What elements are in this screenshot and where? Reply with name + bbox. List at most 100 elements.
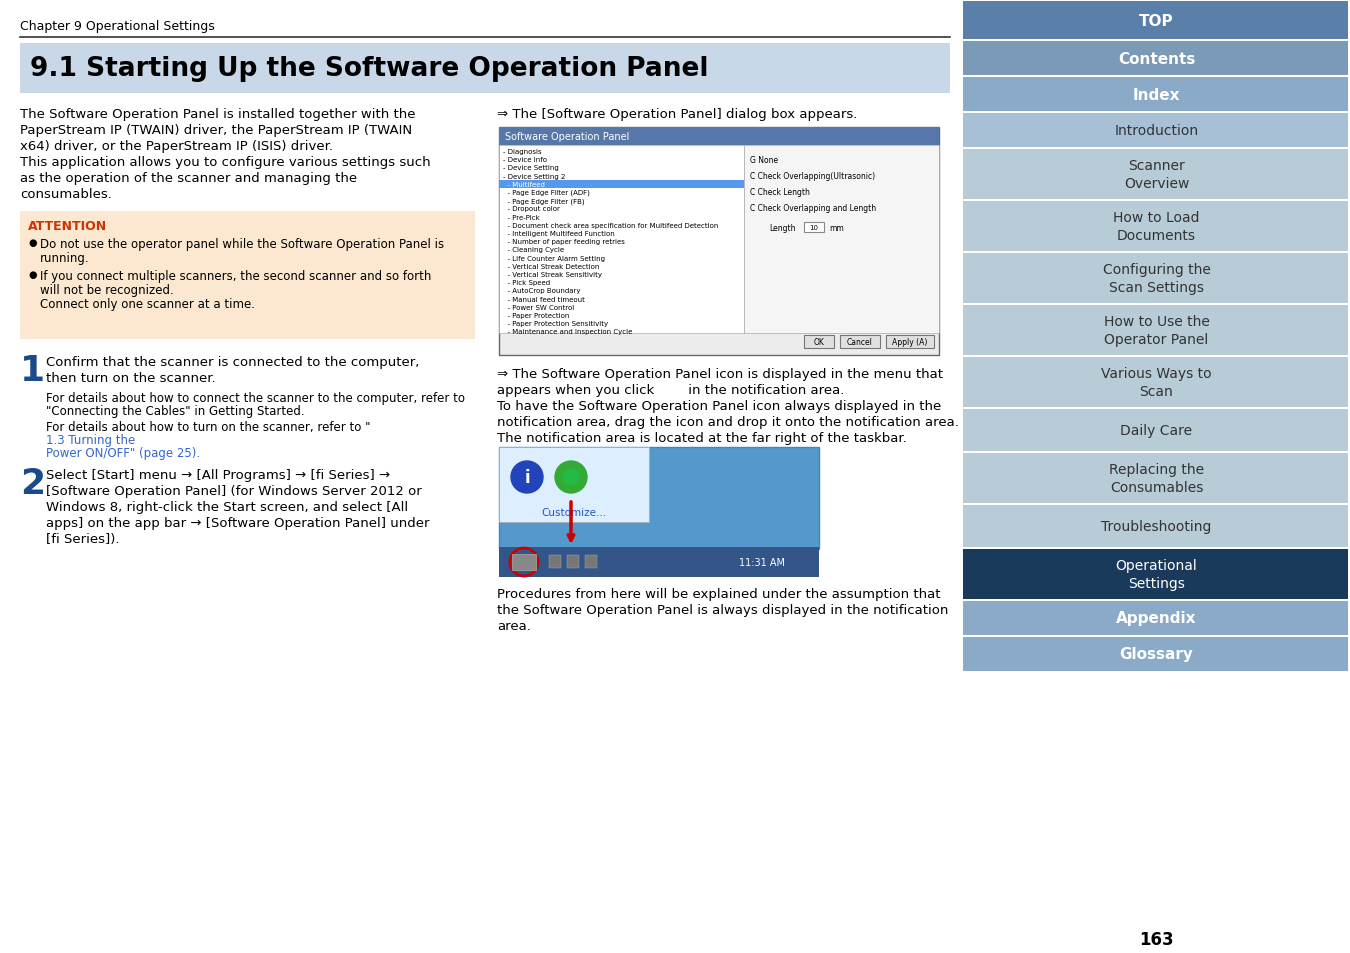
Text: ●: ● xyxy=(28,270,36,280)
Text: [fi Series]).: [fi Series]). xyxy=(46,533,120,545)
Text: - Dropout color: - Dropout color xyxy=(504,206,560,213)
Text: - Pre-Pick: - Pre-Pick xyxy=(504,214,540,220)
Bar xyxy=(963,601,1349,636)
Text: Power ON/OFF" (page 25).: Power ON/OFF" (page 25). xyxy=(46,447,200,459)
Text: - Intelligent Multifeed Function: - Intelligent Multifeed Function xyxy=(504,231,614,236)
Bar xyxy=(963,113,1349,148)
Text: Windows 8, right-click the Start screen, and select [All: Windows 8, right-click the Start screen,… xyxy=(46,500,408,514)
Text: To have the Software Operation Panel icon always displayed in the: To have the Software Operation Panel ico… xyxy=(497,399,941,413)
Bar xyxy=(963,454,1349,503)
Bar xyxy=(500,547,819,578)
Text: How to Load
Documents: How to Load Documents xyxy=(1114,212,1200,242)
Text: - Document check area specification for Multifeed Detection: - Document check area specification for … xyxy=(504,223,718,229)
Text: C Check Overlapping(Ultrasonic): C Check Overlapping(Ultrasonic) xyxy=(751,172,875,181)
Text: Apply (A): Apply (A) xyxy=(892,337,927,347)
Text: - Cleaning Cycle: - Cleaning Cycle xyxy=(504,247,564,253)
Circle shape xyxy=(563,470,579,485)
Text: 9.1 Starting Up the Software Operation Panel: 9.1 Starting Up the Software Operation P… xyxy=(30,56,709,82)
Text: 2: 2 xyxy=(20,467,45,500)
Text: will not be recognized.: will not be recognized. xyxy=(40,284,174,296)
Text: notification area, drag the icon and drop it onto the notification area.: notification area, drag the icon and dro… xyxy=(497,416,958,429)
Text: Connect only one scanner at a time.: Connect only one scanner at a time. xyxy=(40,297,255,311)
Text: 10: 10 xyxy=(810,225,818,231)
Text: If you connect multiple scanners, the second scanner and so forth: If you connect multiple scanners, the se… xyxy=(40,270,432,283)
Text: - Paper Protection Sensitivity: - Paper Protection Sensitivity xyxy=(504,321,608,327)
Text: as the operation of the scanner and managing the: as the operation of the scanner and mana… xyxy=(20,172,358,185)
Text: - Multifeed: - Multifeed xyxy=(504,182,545,188)
Text: - Vertical Streak Detection: - Vertical Streak Detection xyxy=(504,264,599,270)
Text: Select [Start] menu → [All Programs] → [fi Series] →: Select [Start] menu → [All Programs] → [… xyxy=(46,469,390,481)
Text: x64) driver, or the PaperStream IP (ISIS) driver.: x64) driver, or the PaperStream IP (ISIS… xyxy=(20,140,333,152)
Text: - Manual feed timeout: - Manual feed timeout xyxy=(504,296,585,302)
Text: The notification area is located at the far right of the taskbar.: The notification area is located at the … xyxy=(497,432,907,444)
Text: PaperStream IP (TWAIN) driver, the PaperStream IP (TWAIN: PaperStream IP (TWAIN) driver, the Paper… xyxy=(20,124,412,137)
Text: - Paper Protection: - Paper Protection xyxy=(504,313,570,318)
Text: Scanner
Overview: Scanner Overview xyxy=(1123,159,1189,191)
Bar xyxy=(500,128,940,355)
Text: [Software Operation Panel] (for Windows Server 2012 or: [Software Operation Panel] (for Windows … xyxy=(46,484,421,497)
Text: For details about how to turn on the scanner, refer to ": For details about how to turn on the sca… xyxy=(46,420,370,434)
Text: - Pick Speed: - Pick Speed xyxy=(504,280,551,286)
Text: ATTENTION: ATTENTION xyxy=(28,220,107,233)
Bar xyxy=(500,448,819,550)
Bar xyxy=(963,550,1349,599)
Text: For details about how to connect the scanner to the computer, refer to: For details about how to connect the sca… xyxy=(46,392,464,405)
Bar xyxy=(567,556,579,568)
Bar xyxy=(963,638,1349,671)
Text: - Vertical Streak Sensitivity: - Vertical Streak Sensitivity xyxy=(504,272,602,277)
Bar xyxy=(500,146,744,334)
Text: C Check Overlapping and Length: C Check Overlapping and Length xyxy=(751,204,876,213)
Circle shape xyxy=(512,461,543,494)
Text: G None: G None xyxy=(751,156,778,165)
Text: Glossary: Glossary xyxy=(1119,647,1193,661)
Text: mm: mm xyxy=(829,224,844,233)
Text: - Page Edge Filter (ADF): - Page Edge Filter (ADF) xyxy=(504,190,590,196)
Bar xyxy=(963,150,1349,200)
Text: Do not use the operator panel while the Software Operation Panel is: Do not use the operator panel while the … xyxy=(40,237,444,251)
Text: Operational
Settings: Operational Settings xyxy=(1115,558,1197,590)
Text: consumables.: consumables. xyxy=(20,188,112,201)
Text: appears when you click        in the notification area.: appears when you click in the notificati… xyxy=(497,384,844,396)
Bar xyxy=(963,202,1349,252)
Circle shape xyxy=(555,461,587,494)
Text: ⇒ The [Software Operation Panel] dialog box appears.: ⇒ The [Software Operation Panel] dialog … xyxy=(497,108,857,121)
Text: Introduction: Introduction xyxy=(1115,124,1199,138)
Text: Configuring the
Scan Settings: Configuring the Scan Settings xyxy=(1103,263,1211,294)
Bar xyxy=(963,410,1349,452)
Text: Replacing the
Consumables: Replacing the Consumables xyxy=(1108,463,1204,495)
Bar xyxy=(963,505,1349,547)
Bar xyxy=(840,335,880,349)
Text: Procedures from here will be explained under the assumption that: Procedures from here will be explained u… xyxy=(497,587,941,600)
Bar xyxy=(744,146,940,334)
Text: i: i xyxy=(524,469,529,486)
Text: - Device Info: - Device Info xyxy=(504,157,547,163)
Bar xyxy=(963,253,1349,304)
Text: C Check Length: C Check Length xyxy=(751,188,810,196)
Text: - Life Counter Alarm Setting: - Life Counter Alarm Setting xyxy=(504,255,605,261)
Bar xyxy=(500,181,744,189)
Bar xyxy=(963,78,1349,112)
Text: 11:31 AM: 11:31 AM xyxy=(738,558,784,567)
Text: 1.3 Turning the: 1.3 Turning the xyxy=(46,434,135,447)
Bar xyxy=(963,42,1349,76)
Bar xyxy=(512,555,536,571)
Text: How to Use the
Operator Panel: How to Use the Operator Panel xyxy=(1103,315,1210,346)
Bar xyxy=(805,223,823,233)
Bar xyxy=(20,44,950,94)
Bar xyxy=(585,556,597,568)
Text: ⇒ The Software Operation Panel icon is displayed in the menu that: ⇒ The Software Operation Panel icon is d… xyxy=(497,368,944,380)
Text: Chapter 9 Operational Settings: Chapter 9 Operational Settings xyxy=(20,20,215,33)
Text: - Device Setting 2: - Device Setting 2 xyxy=(504,173,566,179)
Bar xyxy=(963,357,1349,408)
Bar xyxy=(805,335,834,349)
Text: running.: running. xyxy=(40,252,89,265)
Text: Cancel: Cancel xyxy=(846,337,873,347)
Text: - Diagnosis: - Diagnosis xyxy=(504,149,541,154)
Text: Customize...: Customize... xyxy=(541,507,606,517)
Text: Contents: Contents xyxy=(1118,51,1195,67)
Text: area.: area. xyxy=(497,619,531,633)
Bar xyxy=(886,335,934,349)
Bar xyxy=(500,448,649,522)
Text: Length: Length xyxy=(769,224,795,233)
Text: apps] on the app bar → [Software Operation Panel] under: apps] on the app bar → [Software Operati… xyxy=(46,517,429,530)
